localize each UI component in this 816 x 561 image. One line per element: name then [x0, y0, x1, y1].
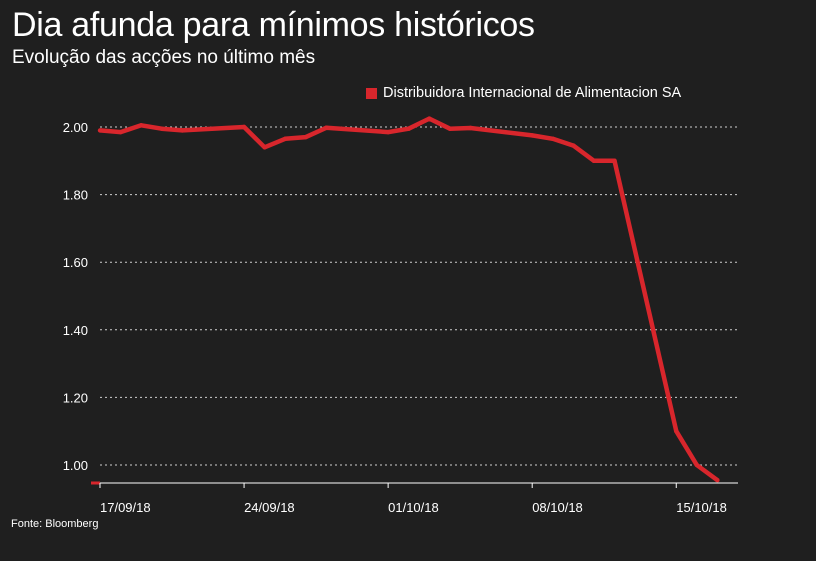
y-tick-label: 1.40: [63, 323, 88, 338]
data-point: [530, 133, 535, 138]
y-tick-label: 1.60: [63, 255, 88, 270]
data-point: [715, 478, 720, 483]
data-point: [303, 134, 308, 140]
data-point: [571, 143, 576, 148]
x-tick-label: 17/09/18: [100, 500, 151, 515]
data-point: [139, 123, 144, 128]
legend-swatch: [366, 87, 377, 99]
y-tick-label: 1.80: [63, 188, 88, 203]
data-point: [324, 125, 329, 130]
data-point: [180, 128, 185, 133]
legend: Distribuidora Internacional de Alimentac…: [366, 85, 681, 101]
chart-subtitle: Evolução das acções no último mês: [12, 47, 316, 68]
data-point: [159, 126, 164, 131]
data-point: [694, 462, 699, 468]
data-point: [612, 158, 617, 163]
data-point: [262, 145, 267, 150]
x-tick-label: 08/10/18: [532, 500, 583, 515]
data-point: [591, 158, 597, 163]
data-point: [468, 125, 473, 131]
data-point: [241, 124, 247, 130]
source-note: Fonte: Bloomberg: [11, 518, 99, 530]
legend-label: Distribuidora Internacional de Alimentac…: [383, 85, 682, 101]
data-point: [427, 116, 432, 121]
x-tick-label: 15/10/18: [676, 500, 727, 515]
y-tick-label: 1.20: [63, 390, 88, 405]
x-tick-label: 01/10/18: [388, 500, 439, 515]
chart-title: Dia afunda para mínimos históricos: [12, 6, 535, 44]
data-point: [674, 429, 679, 434]
data-point: [118, 129, 123, 135]
y-tick-label: 1.00: [63, 458, 88, 473]
series-line: [99, 116, 719, 483]
data-point: [283, 136, 288, 141]
x-tick-label: 24/09/18: [244, 500, 295, 515]
data-point: [406, 126, 411, 131]
data-point: [447, 126, 453, 131]
data-point: [385, 129, 391, 135]
y-tick-label: 2.00: [63, 120, 88, 135]
data-point: [550, 136, 555, 141]
data-point: [97, 128, 103, 133]
